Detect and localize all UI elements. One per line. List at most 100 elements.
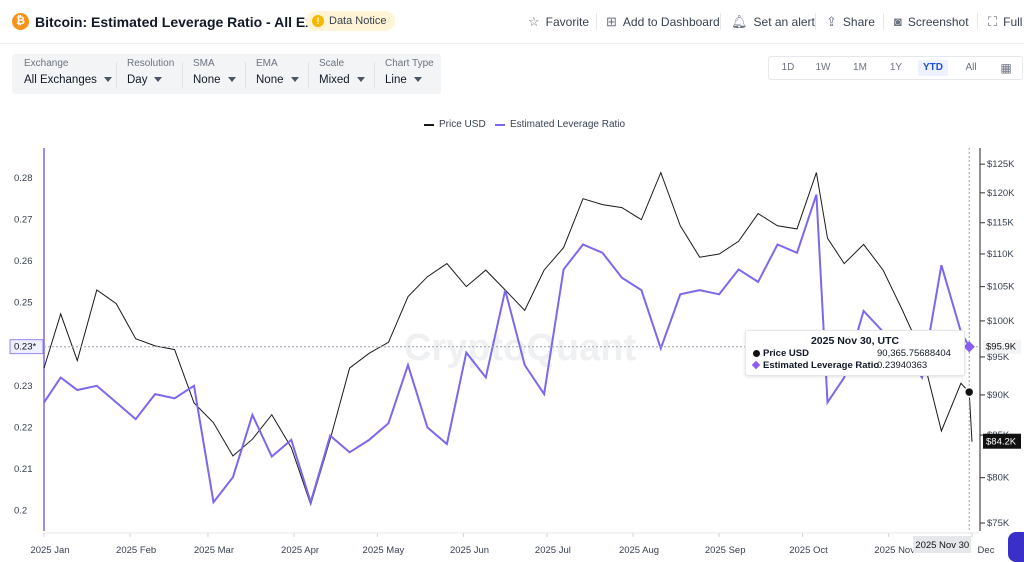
exchange-value: All Exchanges (24, 74, 97, 86)
left-tick-label: 0.28 (14, 173, 33, 184)
tooltip-price-label: Price USD (763, 348, 809, 359)
ratio-hover-marker (963, 341, 975, 353)
left-tick-label: 0.22 (14, 422, 33, 433)
tooltip-ratio-value: 0.23940363 (877, 360, 928, 371)
scale-select[interactable]: Scale Mixed (319, 58, 365, 86)
chart-controls: Exchange All Exchanges Resolution Day SM… (12, 54, 441, 94)
set-alert-label: Set an alert (753, 15, 815, 29)
ema-select[interactable]: EMA None (256, 58, 299, 86)
dashboard-icon: ⊞ (606, 14, 617, 29)
x-tick-label: 2025 Mar (194, 545, 234, 556)
legend-label-ratio: Estimated Leverage Ratio (510, 119, 626, 130)
price-hover-marker (963, 386, 975, 398)
x-tick-label: 2025 Feb (116, 545, 156, 556)
right-tick-label: $90K (987, 390, 1010, 401)
divider (308, 62, 309, 88)
right-tick-label: $105K (987, 282, 1015, 293)
bitcoin-icon: ₿ (12, 13, 29, 30)
right-tick-label: $100K (987, 316, 1015, 327)
calendar-icon[interactable]: ▦ (1000, 61, 1012, 75)
set-alert-button[interactable]: 🔔︎ Set an alert (731, 14, 815, 30)
x-tick-label: 2025 Jun (450, 545, 489, 556)
data-notice-label: Data Notice (329, 15, 387, 27)
crosshair-right-label: $95.9K (986, 342, 1017, 353)
legend-item-ratio[interactable]: Estimated Leverage Ratio (495, 119, 625, 130)
top-bar: ₿ Bitcoin: Estimated Leverage Ratio - Al… (0, 0, 1024, 44)
x-tick-label: 2025 Jul (535, 545, 571, 556)
range-all-button[interactable]: All (965, 62, 977, 73)
divider (596, 13, 597, 30)
chart-type-value: Line (385, 74, 407, 86)
hover-tooltip: 2025 Nov 30, UTC Price USD 90,365.756884… (745, 330, 965, 376)
resolution-select[interactable]: Resolution Day (127, 58, 174, 86)
data-notice-badge[interactable]: ! Data Notice (306, 11, 396, 31)
crosshair-left-label: 0.23* (14, 342, 36, 353)
right-tick-label: $80K (987, 473, 1010, 484)
series-line-ratio (43, 194, 973, 506)
last-price-label-box (983, 433, 1021, 449)
range-1m-button[interactable]: 1M (853, 62, 867, 73)
tooltip-date: 2025 Nov 30, UTC (810, 335, 900, 347)
warning-icon: ! (312, 15, 324, 27)
resolution-label: Resolution (127, 58, 175, 69)
price-dot-icon (753, 349, 760, 357)
favorite-label: Favorite (545, 15, 590, 29)
chart-type-select[interactable]: Chart Type Line (385, 58, 434, 86)
legend-swatch-price (424, 123, 434, 126)
right-tick-label: $110K (987, 249, 1014, 260)
x-tick-label: 2025 Jan (30, 545, 69, 556)
x-tick-label: 2025 Sep (705, 545, 746, 556)
fullscreen-button[interactable]: ⛶ Full (988, 14, 1022, 30)
left-tick-label: 0.26 (14, 256, 33, 267)
divider (245, 62, 246, 88)
chat-widget-icon[interactable] (1008, 532, 1024, 562)
scale-value: Mixed (319, 74, 350, 86)
share-button[interactable]: ⇪ Share (826, 14, 875, 30)
divider (883, 13, 884, 30)
ratio-diamond-icon (751, 361, 761, 370)
x-axis-ticks: 2025 Jan 2025 Feb 2025 Mar 2025 Apr 2025 May… (30, 533, 995, 556)
resolution-value: Day (127, 74, 148, 86)
fullscreen-label: Full (1003, 15, 1023, 29)
sma-select[interactable]: SMA None (193, 58, 236, 86)
x-tick-label: 2025 Apr (281, 545, 319, 556)
favorite-button[interactable]: ☆ Favorite (528, 14, 589, 30)
scale-label: Scale (319, 58, 345, 69)
screenshot-button[interactable]: ◙ Screenshot (894, 14, 969, 29)
legend-label-price: Price USD (439, 119, 486, 130)
camera-icon: ◙ (894, 14, 902, 29)
leverage-chart[interactable]: CryptoQuant 0.280.270.260.250.240.230.22… (0, 108, 1024, 561)
range-1y-button[interactable]: 1Y (889, 62, 903, 73)
series-line-price (43, 171, 973, 507)
add-to-dashboard-button[interactable]: ⊞ Add to Dashboard (606, 14, 720, 30)
left-tick-label: 0.23 (14, 381, 33, 392)
range-1w-button[interactable]: 1W (815, 62, 831, 73)
range-1d-button[interactable]: 1D (781, 62, 795, 73)
hover-markers (963, 341, 975, 398)
share-label: Share (842, 15, 875, 29)
exchange-select[interactable]: Exchange All Exchanges (24, 58, 112, 86)
screenshot-label: Screenshot (907, 14, 969, 29)
crosshair-right-label-box (983, 339, 1021, 354)
divider (374, 62, 375, 88)
bell-icon: 🔔︎ (731, 14, 748, 29)
crosshair-date-box (913, 536, 972, 553)
right-tick-label: $125K (987, 159, 1015, 170)
sma-label: SMA (193, 58, 215, 69)
right-tick-label: $95K (987, 352, 1010, 363)
range-ytd-button[interactable]: YTD (918, 60, 948, 76)
add-to-dashboard-label: Add to Dashboard (622, 15, 720, 29)
x-tick-label: 2025 Aug (619, 545, 659, 556)
chevron-down-icon (413, 77, 422, 83)
legend-swatch-ratio (495, 123, 505, 126)
sma-value: None (193, 74, 221, 86)
page-title: Bitcoin: Estimated Leverage Ratio - All … (35, 14, 370, 30)
divider (182, 62, 183, 88)
fullscreen-icon: ⛶ (988, 14, 998, 29)
left-tick-label: 0.27 (14, 215, 33, 226)
right-tick-label: $75K (987, 518, 1010, 529)
legend-item-price[interactable]: Price USD (424, 119, 486, 130)
x-tick-label: 2025 Oct (789, 545, 828, 556)
range-selector: 1D 1W 1M 1Y YTD All ▦ (768, 56, 1023, 80)
ema-value: None (256, 74, 284, 86)
